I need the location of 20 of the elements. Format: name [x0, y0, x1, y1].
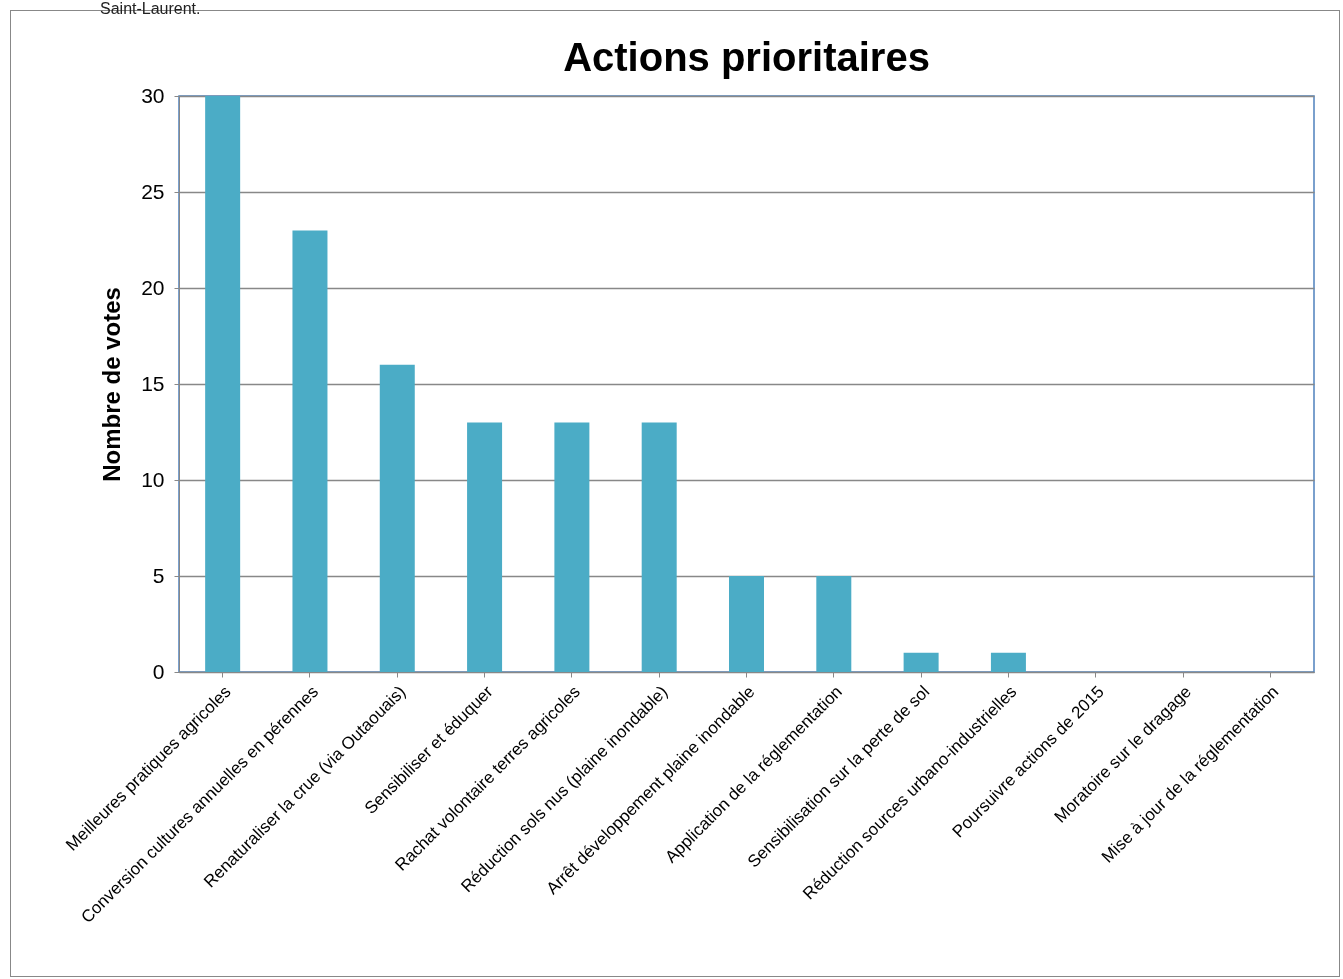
bar [379, 364, 415, 672]
bar [641, 422, 677, 672]
y-tick-label: 25 [141, 179, 165, 203]
bar [990, 652, 1026, 672]
bar [729, 576, 764, 672]
bar [554, 422, 590, 672]
chart-title: Actions prioritaires [563, 35, 930, 79]
y-tick-label: 30 [141, 83, 165, 107]
y-tick-label: 10 [141, 467, 165, 491]
text: Saint-Laurent. [100, 0, 201, 18]
y-tick-label: 15 [141, 371, 165, 395]
bar [467, 422, 503, 672]
y-tick-label: 20 [141, 275, 165, 299]
bar [816, 576, 852, 672]
y-tick-label: 0 [152, 659, 165, 683]
y-axis-title: Nombre de votes [98, 287, 126, 482]
bar [205, 96, 241, 672]
bar [292, 230, 328, 672]
bar [903, 652, 939, 672]
y-tick-label: 5 [152, 563, 165, 587]
